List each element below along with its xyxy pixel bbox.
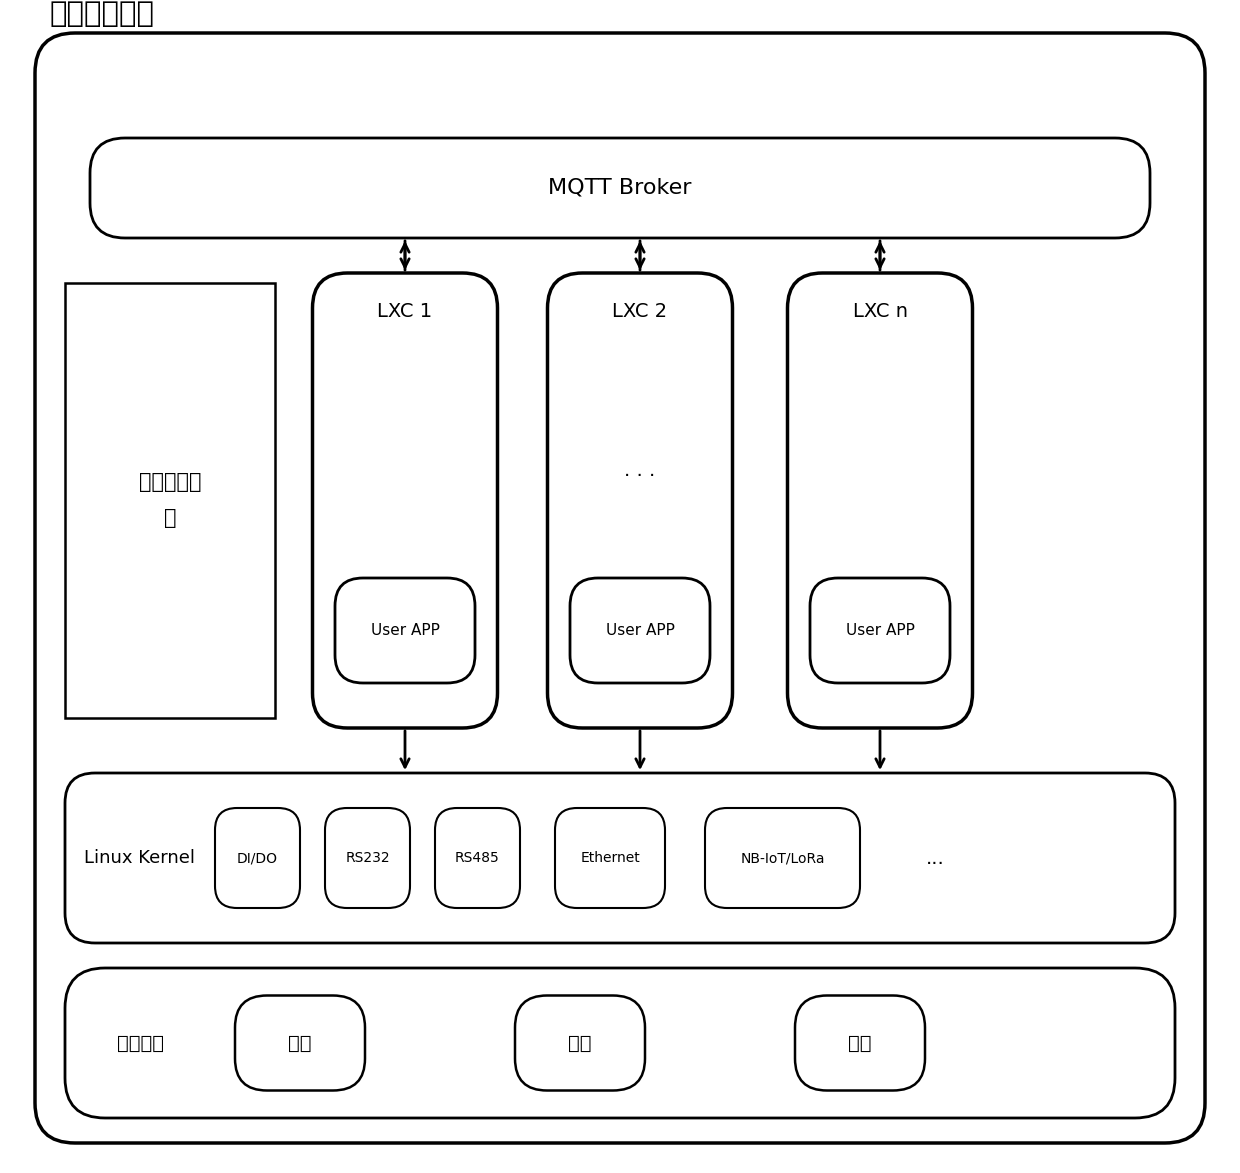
FancyBboxPatch shape [435, 808, 520, 908]
FancyBboxPatch shape [335, 578, 475, 683]
Text: LXC 2: LXC 2 [613, 301, 667, 320]
Text: 存储: 存储 [288, 1033, 311, 1052]
FancyBboxPatch shape [810, 578, 950, 683]
FancyBboxPatch shape [64, 773, 1176, 943]
FancyBboxPatch shape [35, 33, 1205, 1143]
FancyBboxPatch shape [570, 578, 711, 683]
Text: Linux Kernel: Linux Kernel [84, 849, 196, 867]
FancyBboxPatch shape [236, 996, 365, 1091]
Text: NB-IoT/LoRa: NB-IoT/LoRa [740, 850, 825, 865]
Text: LXC n: LXC n [853, 301, 908, 320]
Text: RS232: RS232 [345, 850, 389, 865]
FancyBboxPatch shape [325, 808, 410, 908]
Text: 边缘计算网关: 边缘计算网关 [50, 0, 155, 28]
FancyBboxPatch shape [795, 996, 925, 1091]
FancyBboxPatch shape [787, 273, 972, 728]
Text: Ethernet: Ethernet [580, 850, 640, 865]
Text: 底层硬件: 底层硬件 [117, 1033, 164, 1052]
Text: User APP: User APP [605, 623, 675, 638]
FancyBboxPatch shape [556, 808, 665, 908]
FancyBboxPatch shape [64, 968, 1176, 1118]
FancyBboxPatch shape [515, 996, 645, 1091]
Text: 计算: 计算 [568, 1033, 591, 1052]
FancyBboxPatch shape [91, 138, 1149, 238]
Text: DI/DO: DI/DO [237, 850, 278, 865]
Text: RS485: RS485 [455, 850, 500, 865]
FancyBboxPatch shape [548, 273, 733, 728]
FancyBboxPatch shape [215, 808, 300, 908]
Text: 容器管理进
程: 容器管理进 程 [139, 473, 201, 529]
Text: User APP: User APP [371, 623, 439, 638]
Text: User APP: User APP [846, 623, 914, 638]
Text: LXC 1: LXC 1 [377, 301, 433, 320]
Text: ...: ... [925, 848, 945, 868]
Text: . . .: . . . [625, 461, 656, 480]
Bar [64, 283, 275, 718]
FancyBboxPatch shape [706, 808, 861, 908]
FancyBboxPatch shape [312, 273, 497, 728]
Text: 通信: 通信 [848, 1033, 872, 1052]
Text: MQTT Broker: MQTT Broker [548, 178, 692, 198]
